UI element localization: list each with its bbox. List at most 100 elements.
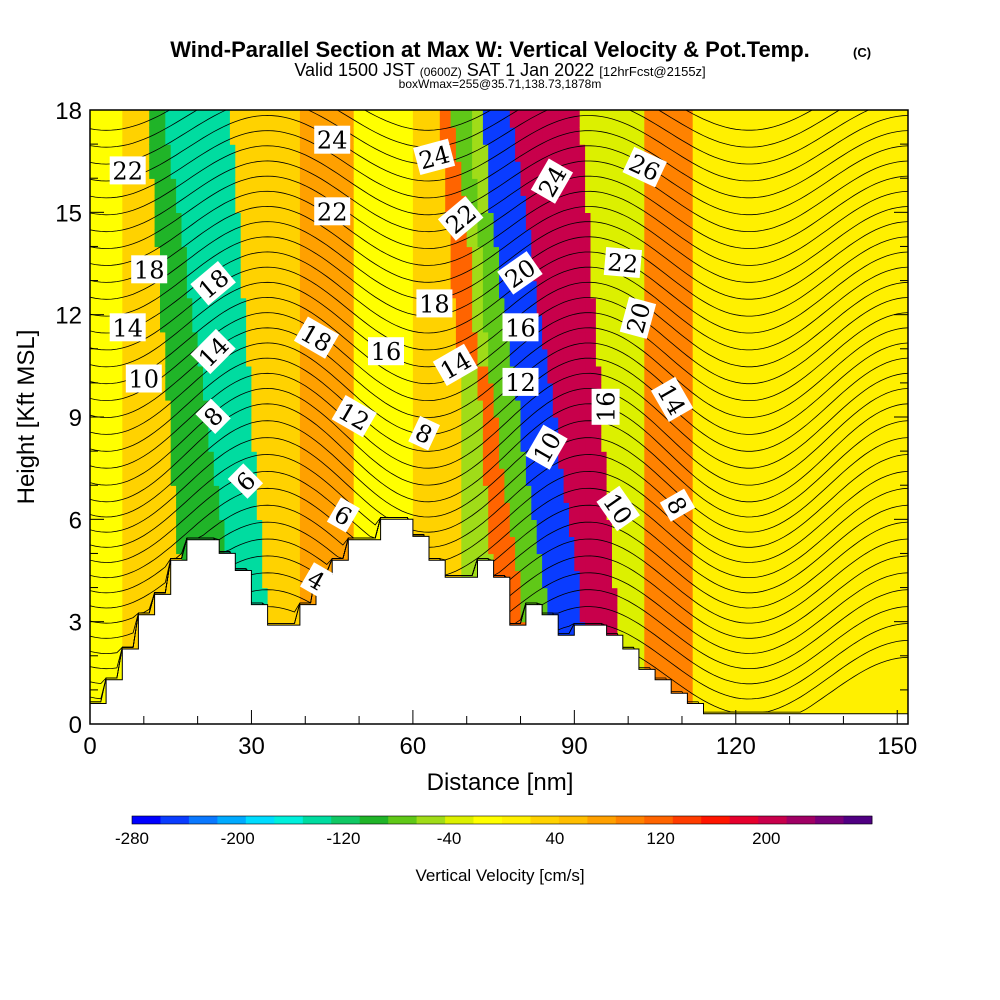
w-cell [816,434,823,452]
w-cell [407,468,414,486]
w-cell [665,127,672,145]
w-cell [569,502,575,520]
w-cell [714,263,721,282]
w-cell [203,229,209,248]
w-cell [493,417,500,435]
w-cell [558,570,565,589]
w-cell [816,570,823,589]
w-cell [687,178,694,196]
w-cell [671,587,678,606]
w-cell [617,434,624,452]
w-cell [590,587,597,606]
w-cell [832,553,839,572]
w-cell [316,229,322,248]
w-cell [450,434,457,452]
w-cell [552,570,559,589]
w-cell [795,314,801,333]
w-cell [461,110,468,128]
w-cell [434,127,441,145]
w-cell [106,519,113,537]
w-cell [789,263,796,282]
w-cell [821,468,828,486]
w-cell [289,485,296,503]
w-cell [816,672,823,691]
w-cell [649,655,656,674]
w-cell [579,263,586,282]
w-cell [816,195,823,213]
w-cell [725,365,731,384]
w-cell [321,468,328,486]
w-cell [176,178,183,196]
w-cell [160,468,166,486]
w-cell [730,502,737,520]
w-cell [429,399,435,418]
w-cell [821,485,828,503]
w-cell [735,399,742,418]
w-cell [579,451,586,469]
w-cell [219,144,226,162]
w-cell [299,434,306,452]
w-cell [655,297,662,316]
w-cell [590,314,597,333]
w-cell [751,263,758,282]
w-cell [203,468,209,486]
w-cell [418,502,425,520]
w-cell [197,314,204,333]
w-cell [773,468,780,486]
w-cell [832,587,839,606]
w-cell [375,161,382,179]
w-cell [789,468,796,486]
w-cell [429,195,435,213]
w-cell [90,161,96,179]
w-cell [482,519,489,537]
w-cell [714,229,721,248]
w-cell [676,417,683,435]
w-cell [795,178,801,196]
w-cell [116,417,123,435]
w-cell [751,519,758,537]
w-cell [278,331,285,350]
w-cell [133,434,140,452]
w-cell [784,672,791,691]
w-cell [251,314,258,333]
w-cell [256,553,263,572]
w-cell [273,161,279,179]
w-cell [472,314,479,333]
w-cell [203,382,209,401]
w-cell [439,417,446,435]
w-cell [203,502,209,520]
w-cell [746,297,753,316]
w-cell [558,314,565,333]
w-cell [757,468,764,486]
w-cell [633,604,640,623]
w-cell [294,382,301,401]
w-cell [197,212,204,230]
w-cell [574,110,581,128]
w-cell [342,161,349,179]
w-cell [386,468,392,486]
w-cell [816,348,823,367]
w-cell [332,280,339,299]
w-cell [741,212,748,230]
w-cell [746,314,753,333]
w-cell [396,161,403,179]
w-cell [811,570,818,589]
w-cell [531,417,538,435]
w-cell [240,365,247,384]
w-cell [622,348,629,367]
w-cell [682,212,688,230]
w-cell [402,331,409,350]
w-cell [638,587,645,606]
w-cell [800,672,807,691]
w-cell [708,365,715,384]
w-cell [278,263,285,282]
w-cell [122,417,129,435]
w-cell [100,297,107,316]
w-cell [305,246,312,265]
w-cell [821,587,828,606]
w-cell [751,587,758,606]
w-cell [488,331,495,350]
w-cell [181,144,188,162]
w-cell [299,468,306,486]
w-cell [396,399,403,418]
